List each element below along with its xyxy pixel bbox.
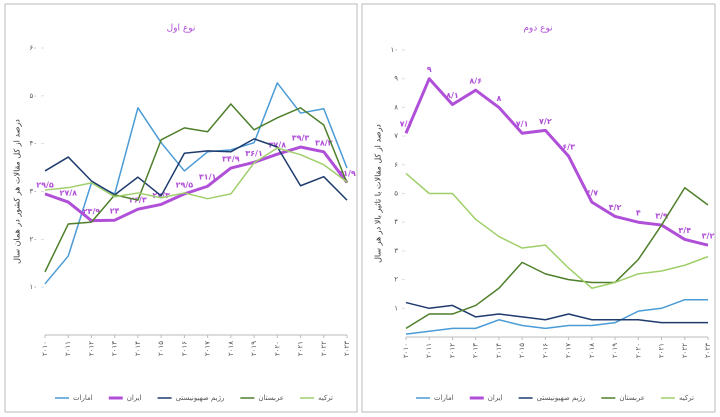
x-tick-label: ۲۰۱۲: [87, 341, 95, 356]
value-label: ۳۶/۱: [245, 149, 263, 158]
y-tick-label: ۵: [394, 190, 398, 198]
value-label: ۸/۱: [446, 91, 459, 100]
value-label: ۳۱/۱: [199, 173, 217, 182]
y-axis-label: درصد از کل مقالات هر کشور در همان سال: [13, 119, 22, 264]
x-tick-label: ۲۰۲۲: [320, 341, 328, 356]
x-tick-label: ۲۰۲۲: [681, 343, 689, 358]
series-line: [44, 145, 349, 223]
value-label: ۲۹/۵: [176, 180, 194, 189]
value-label: ۲۹/۵: [36, 180, 54, 189]
y-tick-label: ۴: [394, 218, 398, 226]
x-tick-label: ۲۰۱۱: [425, 343, 433, 358]
value-label: ۴/۷: [586, 189, 599, 198]
value-label: ۳۱/۹: [338, 169, 356, 178]
value-label: ۸: [496, 94, 501, 103]
value-label: ۶/۳: [562, 143, 575, 152]
x-tick-label: ۲۰۱۵: [518, 343, 526, 358]
legend-label: رژیم صهیونیستی: [176, 394, 225, 402]
value-label: ۲۷/۸: [59, 189, 77, 198]
series-line: [44, 138, 348, 201]
series-line: [44, 103, 348, 273]
y-tick-label: ۵۰: [29, 92, 37, 100]
x-tick-label: ۲۰۲۰: [634, 343, 642, 358]
y-tick-label: ۶۰: [29, 44, 37, 52]
legend-label: ترکیه: [679, 394, 694, 402]
legend-label: عربستان: [258, 394, 284, 402]
value-label: ۳/۴: [678, 226, 691, 235]
x-tick-label: ۲۰۱۹: [611, 343, 619, 358]
series-line: [404, 77, 709, 247]
panel-right: [361, 3, 716, 413]
y-tick-label: ۳۰: [29, 188, 37, 196]
legend-label: رژیم صهیونیستی: [537, 394, 586, 402]
x-tick-label: ۲۰۲۳: [343, 341, 351, 356]
value-label: ۳/۲: [702, 232, 715, 241]
series-line: [405, 187, 709, 330]
x-tick-label: ۲۰۱۱: [64, 341, 72, 356]
series-line: [405, 172, 709, 289]
y-tick-label: ۳: [394, 247, 398, 255]
y-tick-label: ۱۰: [390, 46, 398, 54]
x-tick-label: ۲۰۱۸: [588, 343, 596, 358]
y-tick-label: ۴۰: [29, 140, 37, 148]
value-label: ۹: [427, 65, 432, 74]
series-line: [405, 298, 708, 335]
value-label: ۴/۲: [609, 203, 622, 212]
y-tick-label: ۱۰: [29, 283, 37, 291]
x-tick-label: ۲۰۱۴: [495, 343, 503, 358]
y-tick-label: ۲: [394, 276, 398, 284]
y-tick-label: ۶: [394, 161, 398, 169]
series-line: [405, 301, 708, 324]
y-tick-label: ۹: [394, 75, 398, 83]
value-label: ۲۳/۹: [83, 207, 101, 216]
legend-label: ایران: [127, 394, 142, 402]
value-label: ۳/۹: [655, 212, 668, 221]
x-tick-label: ۲۰۱۸: [227, 341, 235, 356]
chart-title: نوع دوم: [523, 24, 552, 34]
legend-label: امارات: [73, 394, 93, 402]
x-tick-label: ۲۰۱۲: [448, 343, 456, 358]
value-label: ۷/۲: [539, 117, 552, 126]
y-tick-label: ۷: [394, 132, 398, 140]
value-label: ۲۴: [110, 207, 120, 216]
x-tick-label: ۲۰۱۰: [402, 343, 410, 358]
series-line: [44, 147, 348, 200]
x-tick-label: ۲۰۱۳: [472, 343, 480, 358]
x-tick-label: ۲۰۱۶: [541, 343, 549, 358]
y-tick-label: ۲۰: [29, 235, 37, 243]
x-tick-label: ۲۰۱۴: [134, 341, 142, 356]
legend-label: عربستان: [619, 394, 645, 402]
value-label: ۴: [636, 209, 641, 218]
x-tick-label: ۲۰۱۷: [565, 343, 573, 358]
legend-label: ایران: [488, 394, 503, 402]
x-tick-label: ۲۰۲۰: [273, 341, 281, 356]
y-tick-label: ۱: [394, 304, 398, 312]
y-axis-label: درصد از کل مقالات با تاثیر بالا در هر سا…: [374, 124, 383, 263]
x-tick-label: ۲۰۲۱: [658, 343, 666, 358]
x-tick-label: ۲۰۱۰: [41, 341, 49, 356]
value-label: ۷/۱: [516, 120, 529, 129]
x-tick-label: ۲۰۲۱: [297, 341, 305, 356]
x-tick-label: ۲۰۲۳: [704, 343, 712, 358]
y-tick-label: ۸: [394, 103, 398, 111]
x-tick-label: ۲۰۱۹: [250, 341, 258, 356]
chart-title: نوع اول: [167, 24, 196, 34]
legend-label: ترکیه: [318, 394, 333, 402]
value-label: ۳۷/۸: [269, 141, 287, 150]
x-tick-label: ۲۰۱۵: [157, 341, 165, 356]
value-label: ۳۴/۹: [222, 155, 240, 164]
x-tick-label: ۲۰۱۷: [204, 341, 212, 356]
x-tick-label: ۲۰۱۳: [111, 341, 119, 356]
value-label: ۳۹/۳: [292, 134, 310, 143]
x-tick-label: ۲۰۱۶: [180, 341, 188, 356]
legend-label: امارات: [434, 394, 454, 402]
value-label: ۷/۱: [400, 120, 413, 129]
value-label: ۳۸/۳: [315, 138, 333, 147]
panel-left: [4, 3, 358, 413]
value-label: ۸/۶: [469, 77, 482, 86]
